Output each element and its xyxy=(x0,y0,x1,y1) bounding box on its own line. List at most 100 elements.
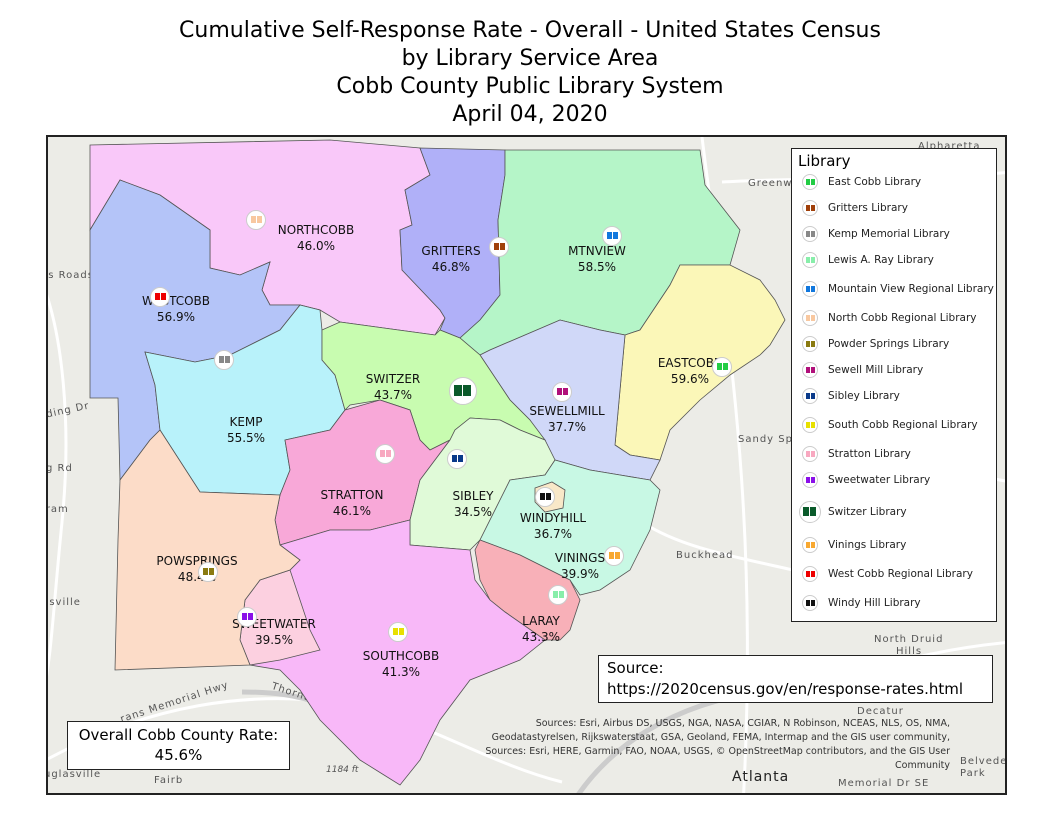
legend-item: Lewis A. Ray Library xyxy=(802,252,934,268)
library-book-icon xyxy=(802,310,818,326)
basemap-label: nsville xyxy=(48,597,81,608)
region-rate: 39.9% xyxy=(560,567,600,581)
region-name: STRATTON xyxy=(320,488,384,502)
legend-item-label: East Cobb Library xyxy=(828,176,922,188)
library-book-icon xyxy=(802,417,818,433)
basemap-label: North Druid xyxy=(874,634,944,645)
region-label: SIBLEY 34.5% xyxy=(453,488,494,520)
region-rate: 56.9% xyxy=(156,310,196,324)
library-book-icon[interactable] xyxy=(447,449,467,469)
legend-item-label: Switzer Library xyxy=(828,506,907,518)
legend-item: Mountain View Regional Library xyxy=(802,281,994,297)
legend-item-label: Mountain View Regional Library xyxy=(828,283,994,295)
legend-item-label: Powder Springs Library xyxy=(828,338,950,350)
library-book-icon[interactable] xyxy=(552,382,572,402)
library-book-icon xyxy=(802,537,818,553)
library-book-icon xyxy=(802,472,818,488)
region-rate: 58.5% xyxy=(577,260,617,274)
region-rate: 43.3% xyxy=(521,630,561,644)
legend-item-label: Vinings Library xyxy=(828,539,907,551)
library-book-icon[interactable] xyxy=(449,377,477,405)
region-rate: 59.6% xyxy=(670,372,710,386)
library-book-icon[interactable] xyxy=(214,350,234,370)
region-name: NORTHCOBB xyxy=(277,223,355,237)
legend-item: West Cobb Regional Library xyxy=(802,566,973,582)
region-label: GRITTERS 46.8% xyxy=(421,243,480,275)
region-name: KEMP xyxy=(229,415,263,429)
region-powsprings[interactable] xyxy=(114,429,301,671)
legend-item: Windy Hill Library xyxy=(802,595,921,611)
overall-rate-value: 45.6% xyxy=(154,746,203,764)
library-book-icon xyxy=(802,252,818,268)
basemap-label: ss Roads xyxy=(46,270,94,281)
legend-item: Kemp Memorial Library xyxy=(802,226,950,242)
region-rate: 46.0% xyxy=(296,239,336,253)
region-label: VININGS 39.9% xyxy=(555,550,605,582)
attribution-line: Sources: Esri, HERE, Garmin, FAO, NOAA, … xyxy=(485,746,950,757)
legend-title: Library xyxy=(798,152,851,170)
library-book-icon[interactable] xyxy=(237,607,257,627)
library-book-icon[interactable] xyxy=(535,487,555,507)
library-book-icon xyxy=(802,446,818,462)
region-label: WINDYHILL 36.7% xyxy=(520,510,586,542)
legend-item-label: West Cobb Regional Library xyxy=(828,568,973,580)
region-name: SOUTHCOBB xyxy=(362,649,440,663)
library-book-icon xyxy=(802,388,818,404)
region-name: EASTCOBB xyxy=(657,356,723,370)
library-book-icon[interactable] xyxy=(604,546,624,566)
region-label: SWITZER 43.7% xyxy=(366,371,421,403)
legend-item: Powder Springs Library xyxy=(802,336,949,352)
library-book-icon[interactable] xyxy=(548,585,568,605)
library-book-icon[interactable] xyxy=(712,357,732,377)
attribution-line: Geodatastyrelsen, Rijkswaterstaat, GSA, … xyxy=(491,732,950,743)
overall-rate-box: Overall Cobb County Rate: 45.6% xyxy=(67,721,290,770)
library-book-icon xyxy=(802,595,818,611)
library-book-icon[interactable] xyxy=(602,226,622,246)
region-rate: 46.8% xyxy=(431,260,471,274)
basemap-label: Hills xyxy=(896,646,923,657)
basemap-label: Decatur xyxy=(857,706,904,717)
attribution-line: Community xyxy=(895,760,950,771)
legend-item-label: Sewell Mill Library xyxy=(828,364,924,376)
region-eastcobb[interactable] xyxy=(614,264,786,461)
library-book-icon[interactable] xyxy=(489,237,509,257)
legend-item-label: Windy Hill Library xyxy=(828,597,921,609)
region-rate: 55.5% xyxy=(226,431,266,445)
library-book-icon[interactable] xyxy=(375,444,395,464)
region-laray[interactable] xyxy=(474,539,581,641)
legend-item-label: South Cobb Regional Library xyxy=(828,419,978,431)
library-book-icon[interactable] xyxy=(246,210,266,230)
region-label: STRATTON 46.1% xyxy=(321,487,384,519)
library-book-icon xyxy=(799,501,821,523)
date-title: April 04, 2020 xyxy=(452,102,608,127)
library-book-icon[interactable] xyxy=(198,562,218,582)
region-rate: 34.5% xyxy=(453,505,493,519)
library-book-icon[interactable] xyxy=(150,287,170,307)
legend-item: Vinings Library xyxy=(802,537,906,553)
basemap-label: Greenway xyxy=(748,178,807,189)
legend-item: Stratton Library xyxy=(802,446,911,462)
region-rate: 48.4% xyxy=(177,570,217,584)
region-name: VININGS xyxy=(554,551,606,565)
region-name: GRITTERS xyxy=(421,244,481,258)
legend-item: South Cobb Regional Library xyxy=(802,417,978,433)
library-book-icon xyxy=(802,566,818,582)
region-label: NORTHCOBB 46.0% xyxy=(278,222,355,254)
legend: Library East Cobb Library Gritters Librar… xyxy=(791,148,997,622)
region-rate: 43.7% xyxy=(373,388,413,402)
library-book-icon xyxy=(802,174,818,190)
attribution-line: Sources: Esri, Airbus DS, USGS, NGA, NAS… xyxy=(535,718,950,729)
library-book-icon[interactable] xyxy=(388,622,408,642)
basemap-label: Sandy Sp xyxy=(738,434,793,445)
overall-rate-label: Overall Cobb County Rate: xyxy=(78,726,279,744)
library-book-icon xyxy=(802,281,818,297)
legend-item: Switzer Library xyxy=(799,501,907,523)
basemap-label: Atlanta xyxy=(732,769,790,785)
basemap-label: Buckhead xyxy=(676,550,734,561)
legend-item-label: Lewis A. Ray Library xyxy=(828,254,934,266)
basemap-label: g Rd xyxy=(46,463,73,474)
source-url[interactable]: https://2020census.gov/en/response-rates… xyxy=(607,680,964,698)
legend-item-label: Kemp Memorial Library xyxy=(828,228,950,240)
